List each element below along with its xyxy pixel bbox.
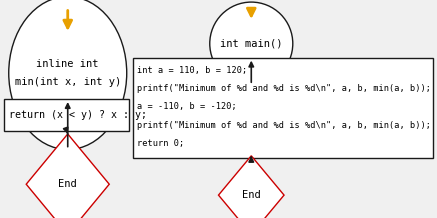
- Text: int main(): int main(): [220, 39, 283, 49]
- FancyBboxPatch shape: [133, 58, 433, 158]
- Ellipse shape: [210, 2, 293, 85]
- Text: min(int x, int y): min(int x, int y): [14, 77, 121, 87]
- Ellipse shape: [9, 0, 127, 150]
- FancyBboxPatch shape: [4, 99, 129, 131]
- Polygon shape: [218, 156, 284, 218]
- Text: printf("Minimum of %d and %d is %d\n", a, b, min(a, b));: printf("Minimum of %d and %d is %d\n", a…: [137, 121, 431, 130]
- Text: a = -110, b = -120;: a = -110, b = -120;: [137, 102, 236, 111]
- Text: int a = 110, b = 120;: int a = 110, b = 120;: [137, 66, 247, 75]
- Text: return (x < y) ? x : y;: return (x < y) ? x : y;: [9, 110, 147, 120]
- Polygon shape: [26, 134, 109, 218]
- Text: End: End: [242, 190, 260, 200]
- Text: inline int: inline int: [36, 59, 99, 69]
- Text: return 0;: return 0;: [137, 139, 184, 148]
- Text: End: End: [59, 179, 77, 189]
- Text: printf("Minimum of %d and %d is %d\n", a, b, min(a, b));: printf("Minimum of %d and %d is %d\n", a…: [137, 84, 431, 93]
